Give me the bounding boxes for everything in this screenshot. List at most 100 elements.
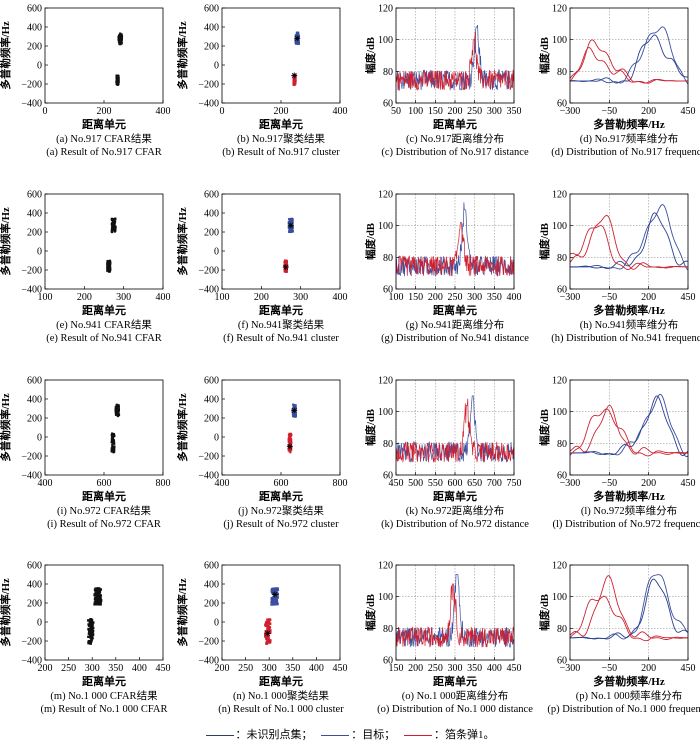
scatter-point <box>110 440 113 444</box>
scatter-point <box>284 262 287 265</box>
scatter-point <box>289 450 292 454</box>
scatter-point <box>292 76 295 79</box>
y-axis-label: 多普勒频率/Hz <box>176 207 189 276</box>
scatter-point <box>268 626 272 629</box>
scatter-point <box>97 587 101 591</box>
scatter-point <box>113 226 116 229</box>
x-tick-label: 450 <box>156 663 171 674</box>
x-tick-label: 650 <box>467 478 482 489</box>
caption-en: (c) Distribution of No.917 distance <box>381 147 529 158</box>
caption-cn: (l) No.972频率维分布 <box>580 506 678 517</box>
y-tick-label: 100 <box>378 35 393 46</box>
scatter-point <box>89 622 92 625</box>
scatter-point <box>289 435 292 439</box>
y-tick-label: 400 <box>27 209 42 220</box>
x-tick-label: 300 <box>293 292 308 303</box>
y-tick-label: 400 <box>27 580 42 591</box>
y-tick-label: 200 <box>27 42 42 53</box>
scatter-point <box>291 230 294 233</box>
scatter-point <box>117 408 120 412</box>
scatter-point <box>264 624 268 627</box>
x-axis-label: 距离单元 <box>433 489 477 503</box>
y-tick-label: 600 <box>27 190 42 201</box>
scatter-point <box>111 443 114 446</box>
x-tick-label: −300 <box>560 478 581 489</box>
subplot-p: −300 −50 200 450 60 80 100 120 多普勒频率/Hz 幅度/dB <box>538 561 696 689</box>
y-axis-label: 幅度/dB <box>364 594 377 631</box>
axes-frame <box>569 379 689 476</box>
scatter-point <box>93 588 98 592</box>
y-tick-label: 600 <box>204 190 219 201</box>
scatter-point <box>116 78 119 81</box>
x-axis-label: 距离单元 <box>82 489 126 503</box>
scatter-point <box>114 410 117 413</box>
x-tick-label: 450 <box>681 106 696 117</box>
series-line-target <box>570 204 688 271</box>
x-tick-label: 300 <box>448 663 463 674</box>
subplot-caption: (m) No.1 000 CFAR结果 (m) Result of No.1 00… <box>17 690 192 716</box>
series-line-chaff <box>396 398 514 463</box>
scatter-point <box>120 38 123 41</box>
scatter-point <box>285 268 288 272</box>
scatter-point <box>288 230 291 233</box>
scatter-point <box>272 598 277 601</box>
scatter-point <box>112 218 115 222</box>
y-tick-label: 60 <box>383 99 393 110</box>
scatter-point <box>272 602 277 606</box>
scatter-point <box>115 413 118 416</box>
scatter-point <box>113 434 116 438</box>
x-tick-label: −300 <box>560 663 581 674</box>
series-line-target <box>570 212 688 269</box>
x-tick-label: 300 <box>116 292 131 303</box>
y-tick-label: 120 <box>552 190 567 201</box>
cluster-center-marker <box>282 264 289 271</box>
scatter-point <box>293 81 296 84</box>
subplot-m: 200 250 300 350 400 450 −400 −200 0 200 400 600 距离单元… <box>0 561 171 689</box>
scatter-point <box>90 637 94 640</box>
subplot-a: 0 200 400 −400 −200 0 200 400 600 距离单元 多普勒频率/Hz <box>0 4 171 132</box>
caption-en: (p) Distribution of No.1 000 frequency <box>547 704 700 715</box>
caption-cn: (g) No.941距离维分布 <box>405 320 505 331</box>
y-tick-label: 600 <box>204 376 219 387</box>
subplot-caption: (h) No.941频率维分布 (h) Distribution of No.94… <box>542 319 700 345</box>
subplot-d: −300 −50 200 450 60 80 100 120 多普勒频率/Hz 幅度/dB <box>538 4 696 132</box>
scatter-point <box>94 592 98 596</box>
scatter-point <box>270 599 275 603</box>
scatter-point <box>109 263 112 266</box>
x-tick-label: 250 <box>467 106 482 117</box>
scatter-point <box>285 270 288 273</box>
x-tick-label: 100 <box>215 292 230 303</box>
scatter-point <box>290 441 293 445</box>
y-tick-label: 60 <box>383 471 393 482</box>
y-tick-label: 400 <box>27 23 42 34</box>
subplot-k: 450 500 550 600 650 700 750 60 80 100 120 距离单元 幅度/dB <box>364 376 522 504</box>
x-tick-label: 400 <box>333 106 348 117</box>
y-axis-label: 幅度/dB <box>538 409 551 446</box>
caption-cn: (d) No.917频率维分布 <box>579 134 679 145</box>
subplot-e: 100 200 300 400 −400 −200 0 200 400 600 距离单元 多普勒频率/… <box>0 190 171 318</box>
scatter-point <box>106 269 109 272</box>
x-tick-label: 200 <box>38 663 53 674</box>
y-tick-label: 120 <box>378 4 393 15</box>
scatter-point <box>270 596 275 600</box>
caption-en: (b) Result of No.917 cluster <box>222 147 340 158</box>
scatter-point <box>287 448 290 451</box>
legend-item-target: ：目标； <box>321 726 395 742</box>
axes-frame <box>221 564 341 661</box>
y-tick-label: −200 <box>21 452 42 463</box>
scatter-point <box>116 414 119 417</box>
scatter-point <box>89 631 93 635</box>
scatter-point <box>117 75 120 78</box>
x-tick-label: −300 <box>560 106 581 117</box>
scatter-point <box>90 624 94 627</box>
y-axis-label: 幅度/dB <box>364 223 377 260</box>
x-axis-label: 多普勒频率/Hz <box>593 117 665 131</box>
y-tick-label: 600 <box>27 4 42 15</box>
scatter-point <box>120 34 124 38</box>
scatter-point <box>110 447 113 451</box>
caption-en: (l) Distribution of No.972 frequency <box>552 519 700 530</box>
scatter-point <box>87 628 91 631</box>
cluster-center-marker <box>291 407 298 414</box>
y-tick-label: 600 <box>27 376 42 387</box>
y-tick-label: 0 <box>37 433 42 444</box>
